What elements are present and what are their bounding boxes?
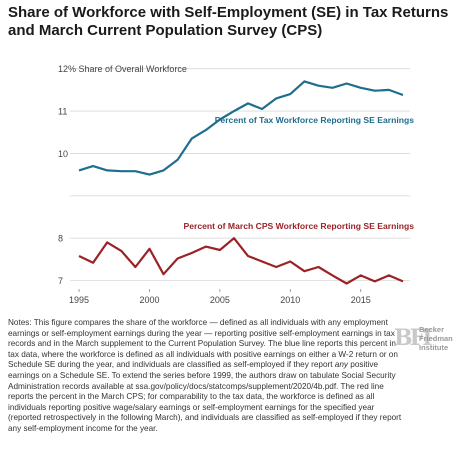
x-tick-label-1995: 1995 (69, 295, 89, 305)
y-tick-label-7: 7 (58, 276, 63, 286)
logo-line-3: Institute (419, 343, 449, 352)
gridlines (70, 68, 410, 281)
series-line-tax (78, 80, 404, 176)
notes-part-2: positive earnings on a Schedule SE. To e… (8, 360, 402, 433)
series-label-tax: Percent of Tax Workforce Reporting SE Ea… (215, 115, 415, 125)
series-lines (78, 80, 404, 285)
x-tick-label-2005: 2005 (210, 295, 230, 305)
series-line-cps (78, 237, 404, 285)
logo-line-2: Friedman (419, 334, 453, 343)
x-axis-ticks: 1995 2000 2005 2010 2015 (69, 289, 371, 305)
chart-title: Share of Workforce with Self-Employment … (8, 4, 449, 39)
x-tick-label-2000: 2000 (139, 295, 159, 305)
x-tick-label-2015: 2015 (351, 295, 371, 305)
y-tick-label-8: 8 (58, 234, 63, 244)
line-chart: 7 8 10 11 12% Share of Overall Workforce 199… (58, 64, 415, 305)
series-label-cps: Percent of March CPS Workforce Reporting… (184, 221, 415, 231)
series-labels: Percent of Tax Workforce Reporting SE Ea… (184, 115, 415, 231)
x-tick-label-2010: 2010 (280, 295, 300, 305)
y-axis-ticks: 7 8 10 11 12% Share of Overall Workforce (58, 64, 187, 286)
chart-notes: Notes: This figure compares the share of… (8, 318, 408, 435)
logo-line-1: Becker (419, 325, 445, 334)
y-tick-label-10: 10 (58, 149, 68, 159)
notes-part-1: Notes: This figure compares the share of… (8, 318, 398, 370)
bfi-logo: BFI Becker Friedman Institute (394, 321, 474, 361)
y-tick-label-11: 11 (58, 107, 67, 117)
y-tick-label-12: 12% Share of Overall Workforce (58, 64, 187, 74)
notes-emphasis: any (334, 360, 348, 370)
bfi-logo-text: Becker Friedman Institute (419, 325, 453, 352)
bfi-logo-mark: BFI (394, 325, 432, 351)
